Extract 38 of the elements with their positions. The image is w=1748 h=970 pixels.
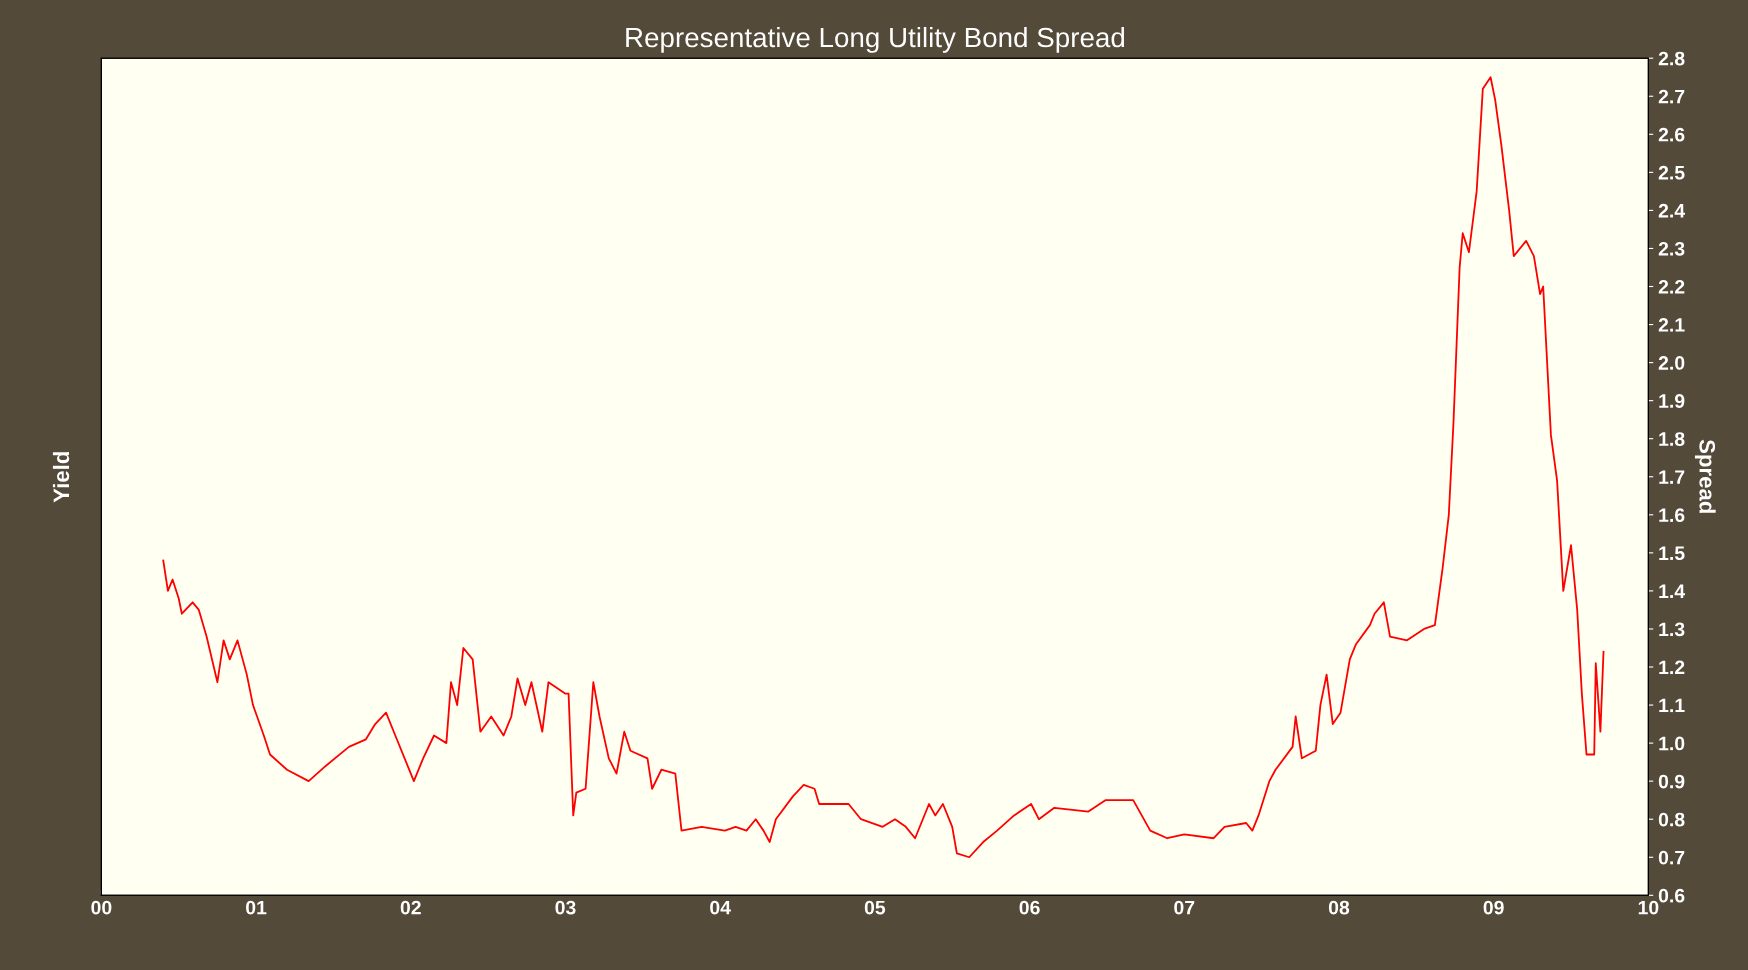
y2-axis-title: Spread — [1694, 439, 1716, 513]
y2-tick-label: 1.5 — [1659, 546, 1685, 561]
y2-tick-label: 1.3 — [1659, 622, 1685, 637]
x-tick-label: 07 — [1174, 900, 1195, 915]
chart-title: Representative Long Utility Bond Spread — [626, 26, 1125, 53]
y2-tick-label: 0.6 — [1658, 888, 1685, 903]
y2-tick-label: 2.6 — [1658, 127, 1685, 142]
y2-tick-label: 2.1 — [1658, 318, 1685, 332]
y2-tick-label: 0.8 — [1658, 812, 1685, 827]
y2-tick-label: 1.1 — [1659, 698, 1685, 713]
x-tick-label: 00 — [91, 900, 112, 915]
y2-tick-label: 1.9 — [1659, 394, 1685, 408]
x-tick-label: 01 — [246, 900, 267, 915]
y-axis-title: Yield — [52, 452, 70, 503]
y2-tick-label: 1.2 — [1659, 660, 1685, 675]
line-series — [162, 76, 1605, 859]
y2-tick-label: 2.2 — [1658, 279, 1685, 294]
y2-tick-label: 2.4 — [1658, 203, 1686, 218]
x-tick-label: 10 — [1638, 900, 1659, 915]
y2-tick-label: 2.0 — [1658, 356, 1685, 370]
x-tick-label: 09 — [1483, 900, 1504, 915]
y2-tick-label: 1.4 — [1659, 584, 1686, 598]
y2-tick-label: 2.5 — [1658, 165, 1685, 180]
y2-tick-label: 1.8 — [1659, 432, 1685, 446]
y2-tick-label: 0.7 — [1658, 850, 1685, 865]
x-tick-label: 08 — [1328, 900, 1350, 915]
x-tick-label: 06 — [1019, 900, 1040, 915]
x-tick-label: 05 — [864, 900, 886, 915]
y2-tick-label: 2.3 — [1658, 241, 1685, 256]
y2-tick-label: 1.6 — [1659, 508, 1685, 523]
x-tick-label: 04 — [710, 900, 731, 915]
x-tick-label: 03 — [555, 900, 576, 915]
y2-tick-label: 0.9 — [1658, 774, 1685, 789]
y2-tick-label: 2.8 — [1658, 51, 1685, 66]
y2-tick-label: 1.0 — [1659, 736, 1685, 751]
y2-tick-label: 2.7 — [1658, 89, 1685, 104]
x-tick-label: 02 — [400, 900, 421, 915]
y2-tick-label: 1.7 — [1659, 470, 1685, 484]
